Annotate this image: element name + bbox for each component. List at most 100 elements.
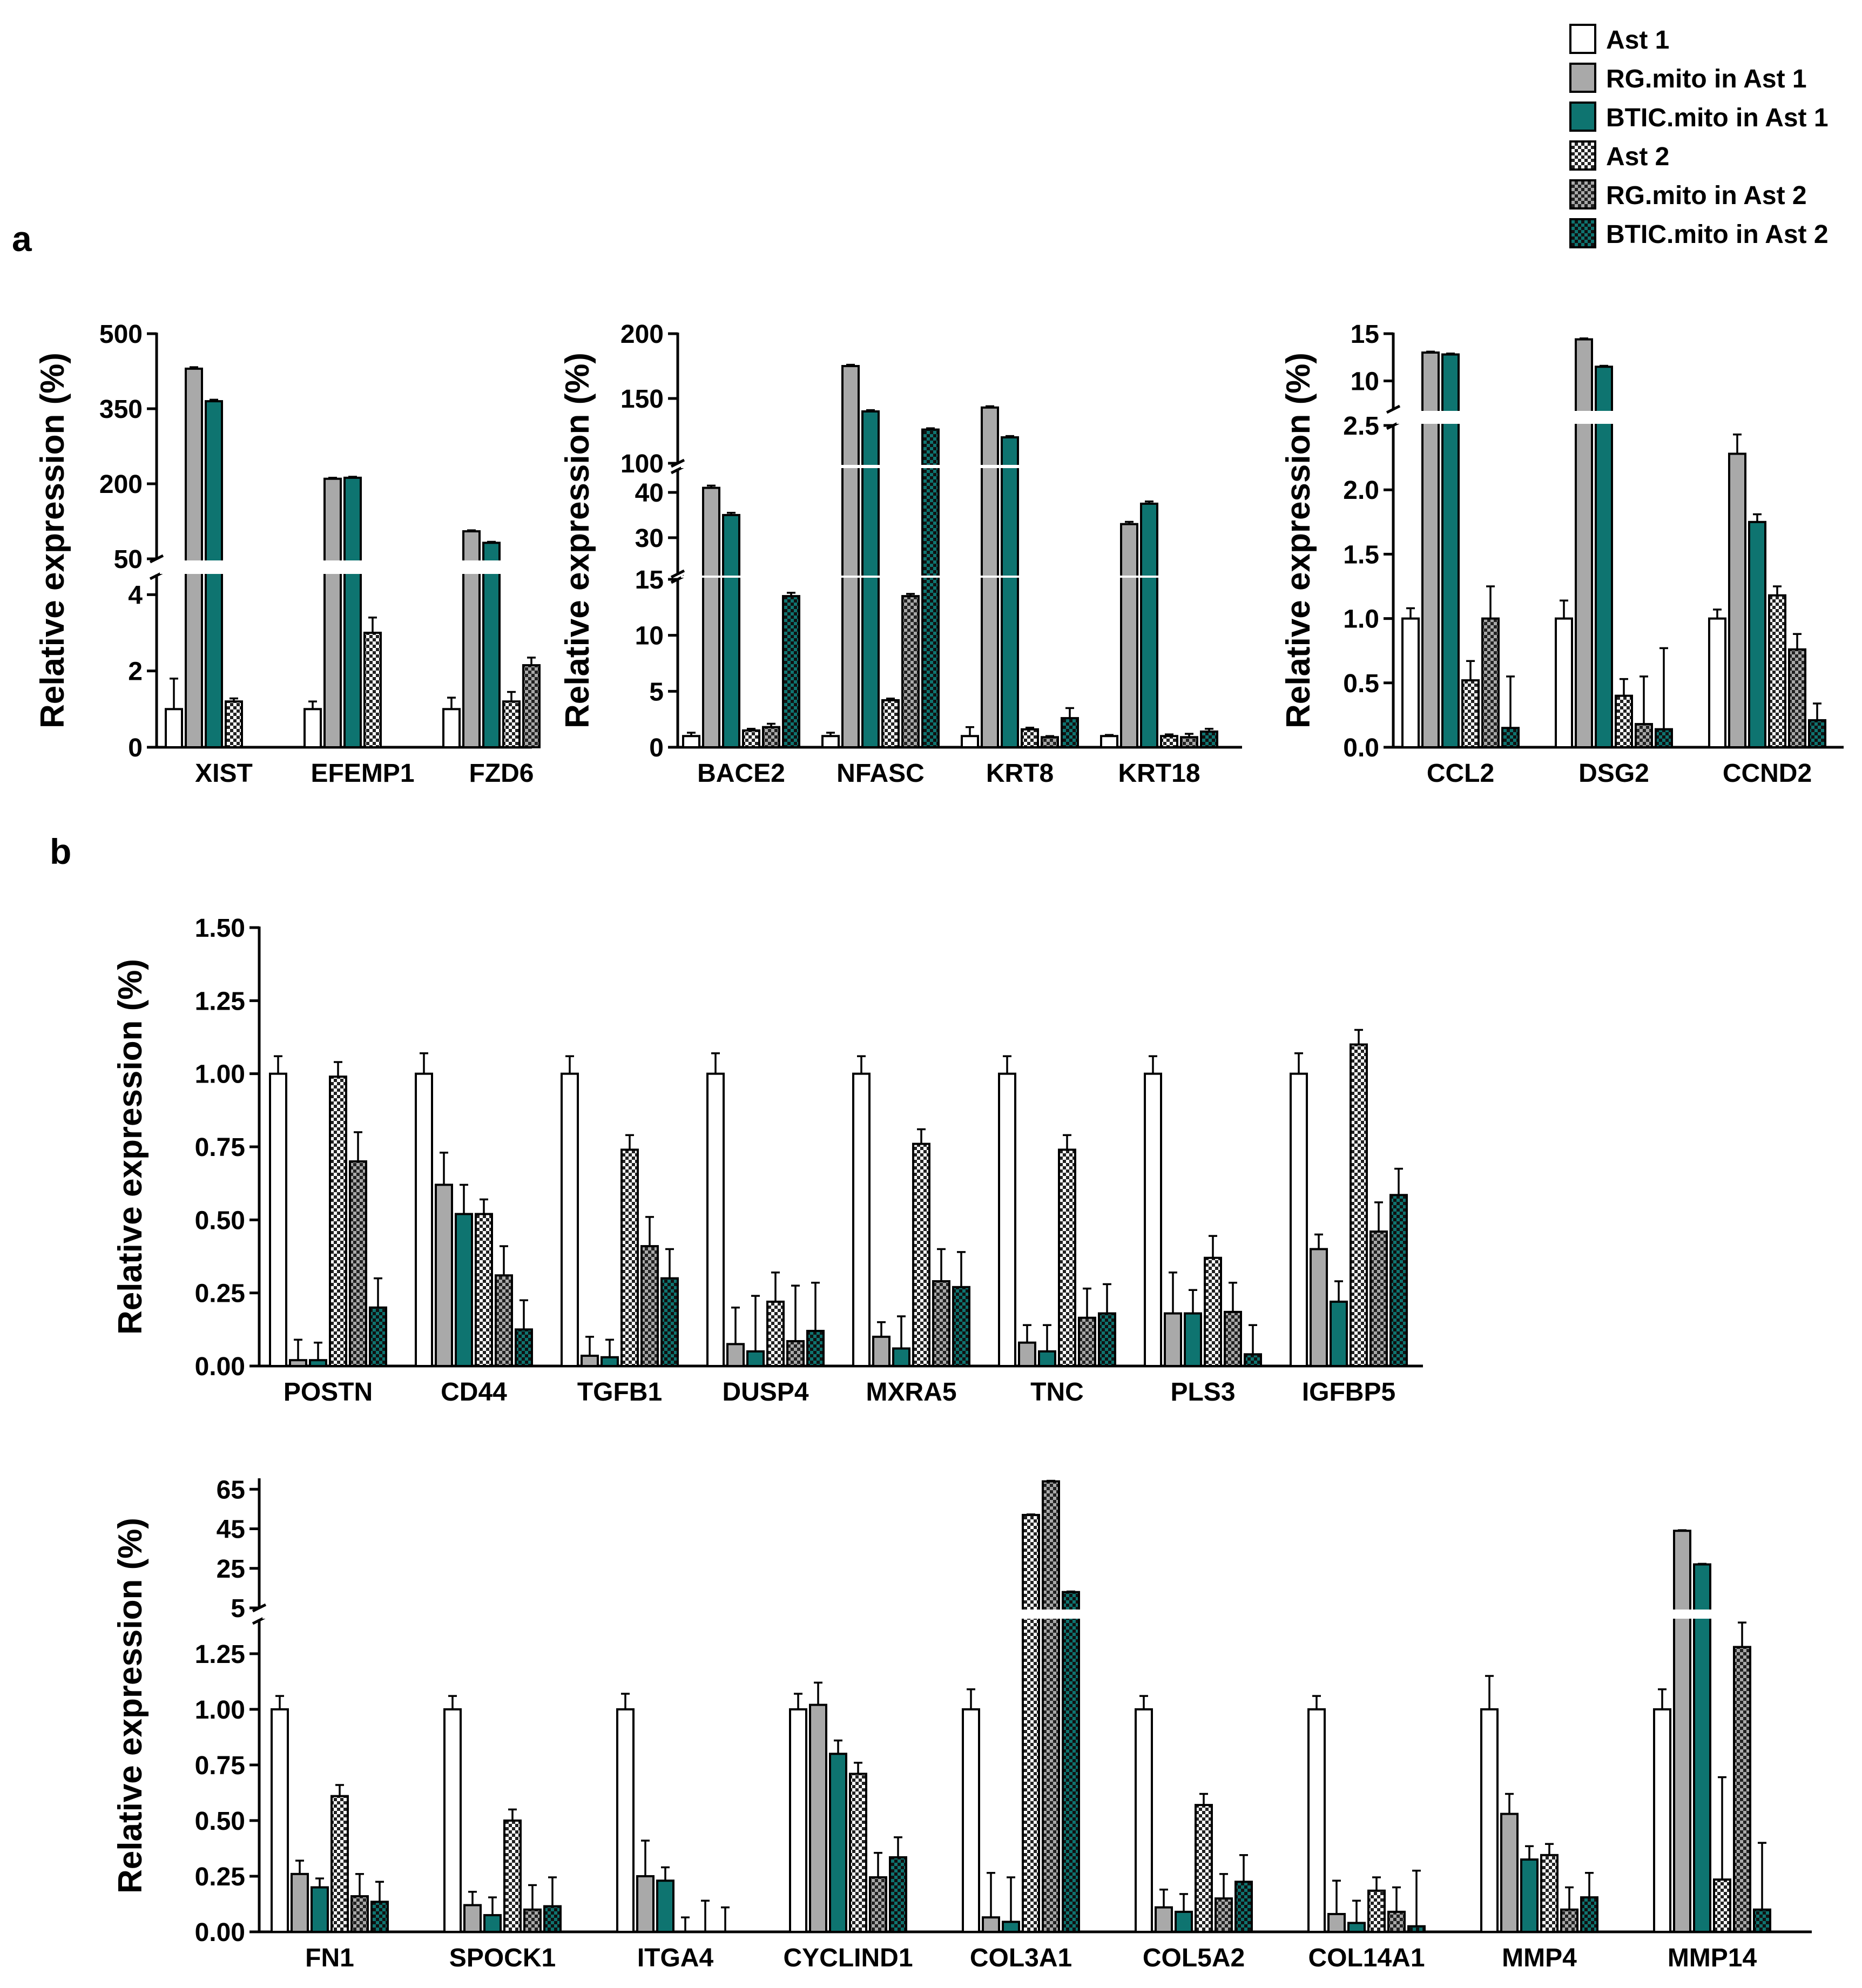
legend-label: RG.mito in Ast 2	[1606, 181, 1807, 210]
y-tick-label: 0.75	[195, 1752, 245, 1780]
y-tick-label: 0	[649, 734, 664, 762]
category-label-ccnd2: CCND2	[1723, 759, 1812, 788]
bar-nfasc-btic-mito-in-ast-2	[921, 428, 940, 748]
bar-postn-rg-mito-in-ast-1	[289, 1359, 307, 1368]
legend-label: BTIC.mito in Ast 1	[1606, 104, 1829, 132]
bar-col3a1-ast-2	[1022, 1513, 1040, 1933]
category-label-mmp14: MMP14	[1668, 1944, 1757, 1972]
bar-dusp4-rg-mito-in-ast-2	[786, 1340, 805, 1367]
bar-mmp14-btic-mito-in-ast-1	[1693, 1563, 1711, 1933]
bar-cyclind1-btic-mito-in-ast-1	[829, 1753, 847, 1933]
bar-dusp4-btic-mito-in-ast-2	[806, 1330, 825, 1368]
bar-mxra5-ast-2	[912, 1142, 930, 1367]
category-label-ccl2: CCL2	[1427, 759, 1494, 788]
bar-col3a1-rg-mito-in-ast-1	[982, 1916, 1000, 1933]
y-tick-label: 350	[99, 395, 143, 424]
bar-bace2-btic-mito-in-ast-1	[722, 513, 740, 748]
category-label-col3a1: COL3A1	[970, 1944, 1072, 1972]
bar-col5a2-rg-mito-in-ast-2	[1215, 1897, 1233, 1933]
bar-ccnd2-ast-2	[1768, 594, 1786, 748]
category-label-cd44: CD44	[441, 1378, 507, 1407]
bar-mmp14-rg-mito-in-ast-2	[1733, 1646, 1751, 1933]
bar-col5a2-ast-2	[1195, 1804, 1213, 1933]
bar-mmp4-btic-mito-in-ast-1	[1520, 1858, 1539, 1933]
bar-nfasc-ast-2	[881, 699, 900, 749]
bar-col14a1-ast-1	[1307, 1708, 1326, 1933]
bar-igfbp5-rg-mito-in-ast-1	[1310, 1248, 1328, 1367]
bar-krt8-ast-1	[961, 735, 979, 749]
category-label-col5a2: COL5A2	[1143, 1944, 1245, 1972]
bar-col14a1-btic-mito-in-ast-1	[1347, 1922, 1366, 1933]
bar-postn-ast-1	[269, 1072, 287, 1367]
legend-swatch	[1569, 140, 1596, 171]
bar-mmp14-ast-2	[1713, 1878, 1731, 1933]
category-label-fn1: FN1	[305, 1944, 354, 1972]
legend-item-ast1: Ast 1	[1569, 24, 1669, 55]
y-tick-label: 5	[231, 1594, 245, 1623]
y-tick-label: 0.75	[195, 1133, 245, 1162]
bar-igfbp5-btic-mito-in-ast-2	[1389, 1194, 1408, 1368]
bar-col5a2-rg-mito-in-ast-1	[1155, 1906, 1173, 1933]
bar-tgfb1-btic-mito-in-ast-2	[660, 1277, 679, 1368]
axis-break-mark	[670, 569, 685, 579]
bar-mmp14-ast-1	[1653, 1708, 1671, 1933]
bar-ccnd2-btic-mito-in-ast-1	[1748, 520, 1766, 748]
bar-dsg2-rg-mito-in-ast-1	[1575, 338, 1593, 748]
y-tick-label: 0.25	[195, 1863, 245, 1891]
y-tick-label: 2	[128, 658, 143, 686]
bar-igfbp5-btic-mito-in-ast-1	[1330, 1300, 1348, 1368]
bar-cyclind1-ast-2	[849, 1773, 867, 1933]
category-label-igfbp5: IGFBP5	[1302, 1378, 1395, 1407]
bar-cd44-rg-mito-in-ast-2	[495, 1274, 513, 1368]
legend: Ast 1 RG.mito in Ast 1 BTIC.mito in Ast …	[1569, 24, 1829, 249]
legend-label: BTIC.mito in Ast 2	[1606, 220, 1829, 249]
bar-spock1-ast-1	[443, 1708, 462, 1933]
bar-fn1-rg-mito-in-ast-2	[350, 1895, 369, 1933]
y-tick-label: 30	[635, 524, 664, 553]
y-tick-label: 1.25	[195, 1640, 245, 1669]
bar-pls3-btic-mito-in-ast-1	[1184, 1312, 1202, 1368]
bar-spock1-btic-mito-in-ast-2	[543, 1905, 562, 1933]
y-tick-label: 0.25	[195, 1280, 245, 1308]
bar-dusp4-rg-mito-in-ast-1	[726, 1343, 745, 1367]
bar-bace2-rg-mito-in-ast-1	[702, 486, 720, 749]
bar-ccnd2-ast-1	[1708, 617, 1726, 748]
category-label-efemp1: EFEMP1	[311, 759, 414, 788]
y-tick-label: 0.00	[195, 1353, 245, 1381]
bar-dsg2-ast-1	[1555, 617, 1573, 748]
legend-item-rg-mito-ast2: RG.mito in Ast 2	[1569, 179, 1807, 210]
bar-fzd6-ast-1	[442, 708, 461, 749]
bar-bace2-btic-mito-in-ast-2	[782, 595, 800, 748]
bar-tgfb1-rg-mito-in-ast-1	[581, 1355, 599, 1367]
category-label-dusp4: DUSP4	[722, 1378, 808, 1407]
chart-a3-ccl2-dsg2-ccnd2: 0.0 0.5 1.0 1.5 2.0 2.5 10 15 Relative expressio…	[1280, 320, 1844, 788]
bar-ccl2-rg-mito-in-ast-2	[1481, 617, 1500, 748]
y-tick-label: 25	[217, 1555, 245, 1584]
bar-mxra5-rg-mito-in-ast-2	[932, 1280, 950, 1368]
bar-mxra5-rg-mito-in-ast-1	[872, 1335, 890, 1368]
category-label-postn: POSTN	[284, 1378, 373, 1407]
bar-mxra5-btic-mito-in-ast-1	[892, 1347, 910, 1368]
y-tick-label: 1.0	[1343, 605, 1379, 634]
category-label-mmp4: MMP4	[1502, 1944, 1577, 1972]
bar-tgfb1-rg-mito-in-ast-2	[640, 1245, 659, 1367]
category-label-tgfb1: TGFB1	[577, 1378, 662, 1407]
y-tick-label: 100	[620, 450, 664, 478]
category-label-bace2: BACE2	[697, 759, 785, 788]
bar-col5a2-btic-mito-in-ast-1	[1175, 1910, 1193, 1933]
bar-krt8-btic-mito-in-ast-2	[1061, 717, 1079, 749]
y-tick-label: 0	[128, 734, 143, 762]
bar-spock1-btic-mito-in-ast-1	[483, 1914, 502, 1933]
bar-tnc-ast-2	[1058, 1148, 1076, 1367]
bar-igfbp5-rg-mito-in-ast-2	[1369, 1230, 1388, 1367]
bar-xist-btic-mito-in-ast-1	[205, 400, 223, 748]
bar-tnc-rg-mito-in-ast-2	[1078, 1316, 1096, 1367]
bar-col14a1-btic-mito-in-ast-2	[1407, 1925, 1426, 1933]
category-label-dsg2: DSG2	[1578, 759, 1649, 788]
y-tick-label: 45	[217, 1516, 245, 1544]
panel-label-a: a	[12, 219, 32, 259]
y-tick-label: 15	[1351, 320, 1379, 349]
category-label-nfasc: NFASC	[836, 759, 925, 788]
bar-tgfb1-ast-2	[620, 1148, 639, 1367]
